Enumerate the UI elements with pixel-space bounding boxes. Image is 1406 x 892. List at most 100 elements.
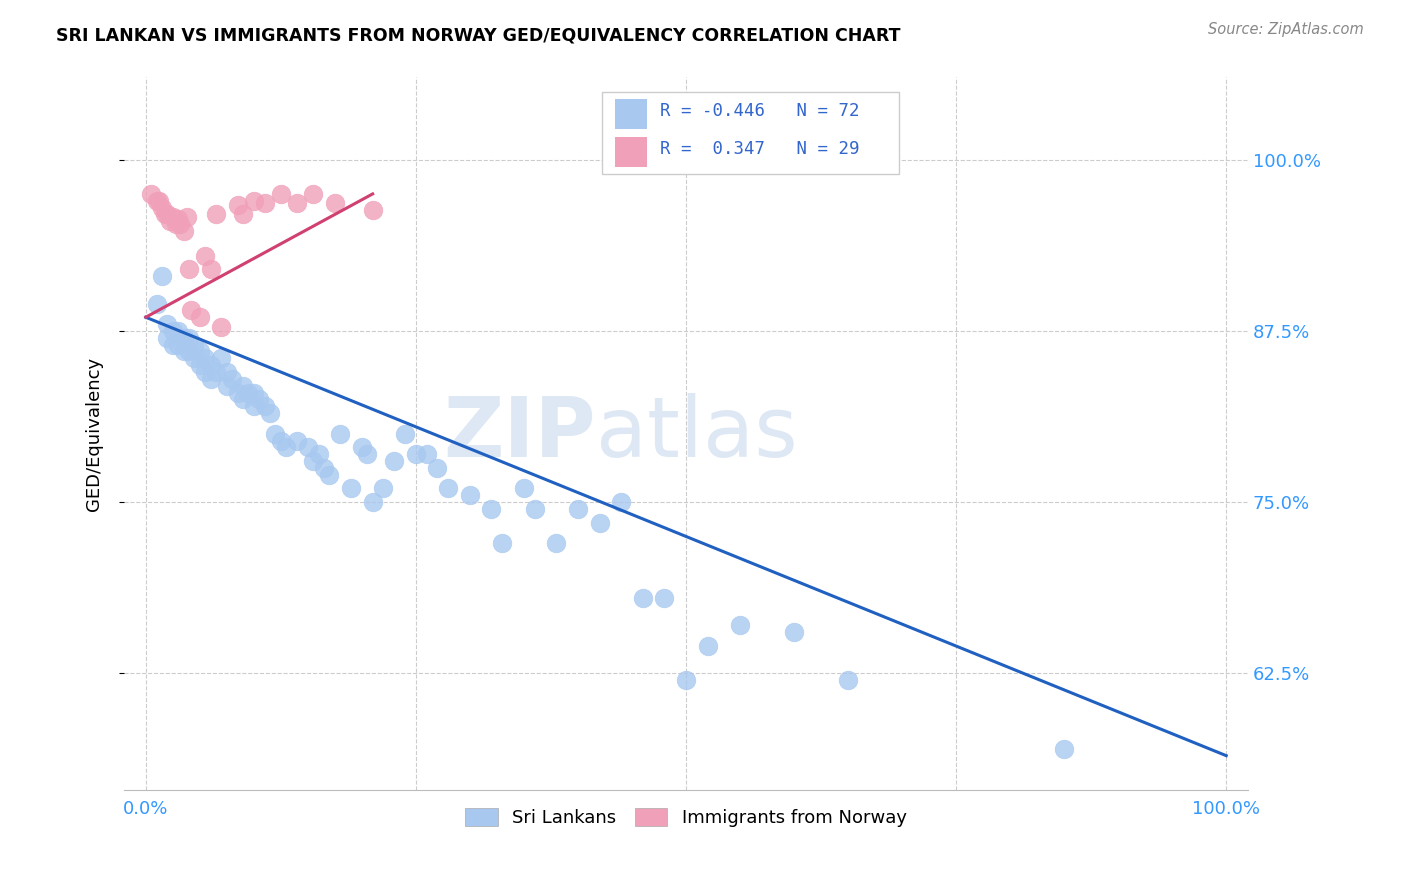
Point bbox=[215, 365, 238, 379]
Point bbox=[183, 351, 205, 366]
Point bbox=[188, 310, 211, 325]
Point bbox=[153, 207, 176, 221]
Point bbox=[264, 426, 287, 441]
Point bbox=[177, 262, 200, 277]
Point bbox=[675, 673, 697, 688]
Point bbox=[243, 194, 266, 208]
Point bbox=[523, 502, 546, 516]
Point bbox=[156, 331, 179, 345]
Point bbox=[156, 207, 179, 221]
Point bbox=[285, 196, 308, 211]
Point bbox=[162, 324, 184, 338]
Text: atlas: atlas bbox=[596, 393, 797, 475]
Point bbox=[253, 196, 276, 211]
Point bbox=[415, 447, 437, 461]
Text: R =  0.347   N = 29: R = 0.347 N = 29 bbox=[661, 140, 859, 158]
Point bbox=[247, 392, 270, 407]
FancyBboxPatch shape bbox=[616, 137, 647, 167]
Text: Source: ZipAtlas.com: Source: ZipAtlas.com bbox=[1208, 22, 1364, 37]
Point bbox=[1053, 741, 1076, 756]
Point bbox=[167, 211, 190, 226]
Point bbox=[373, 482, 395, 496]
Point bbox=[437, 482, 460, 496]
Point bbox=[200, 372, 222, 386]
Point bbox=[173, 224, 195, 238]
Point bbox=[458, 488, 481, 502]
Point bbox=[312, 461, 335, 475]
Point bbox=[837, 673, 859, 688]
Point bbox=[145, 194, 167, 208]
Point bbox=[177, 331, 200, 345]
Point bbox=[205, 207, 228, 221]
Point bbox=[148, 194, 170, 208]
Point bbox=[188, 344, 211, 359]
Point bbox=[205, 365, 228, 379]
Point bbox=[394, 426, 416, 441]
Point bbox=[194, 365, 217, 379]
Point bbox=[783, 625, 806, 640]
Point bbox=[243, 385, 266, 400]
Y-axis label: GED/Equivalency: GED/Equivalency bbox=[86, 357, 103, 511]
Point bbox=[194, 351, 217, 366]
Point bbox=[302, 186, 325, 201]
Point bbox=[145, 296, 167, 310]
Point bbox=[426, 461, 449, 475]
Point bbox=[194, 249, 217, 263]
Point bbox=[150, 269, 173, 284]
Point bbox=[481, 502, 503, 516]
Point bbox=[238, 385, 260, 400]
Point bbox=[270, 434, 292, 448]
Point bbox=[167, 337, 190, 351]
Point bbox=[276, 441, 298, 455]
Point bbox=[323, 196, 346, 211]
Point bbox=[253, 399, 276, 413]
Point bbox=[150, 201, 173, 215]
Point bbox=[610, 495, 633, 509]
Legend: Sri Lankans, Immigrants from Norway: Sri Lankans, Immigrants from Norway bbox=[458, 800, 914, 834]
Point bbox=[405, 447, 427, 461]
FancyBboxPatch shape bbox=[616, 99, 647, 128]
Point bbox=[200, 358, 222, 372]
Point bbox=[361, 203, 384, 218]
Point bbox=[183, 337, 205, 351]
Point bbox=[567, 502, 589, 516]
Point bbox=[350, 441, 373, 455]
Point bbox=[169, 217, 191, 231]
Point bbox=[243, 399, 266, 413]
Point bbox=[167, 324, 190, 338]
Text: R = -0.446   N = 72: R = -0.446 N = 72 bbox=[661, 102, 859, 120]
Point bbox=[631, 591, 654, 606]
Point bbox=[654, 591, 676, 606]
Point bbox=[180, 303, 202, 318]
FancyBboxPatch shape bbox=[602, 92, 900, 174]
Point bbox=[340, 482, 363, 496]
Point bbox=[226, 198, 249, 212]
Point bbox=[176, 210, 198, 224]
Point bbox=[221, 372, 243, 386]
Point bbox=[141, 186, 163, 201]
Point bbox=[382, 454, 405, 468]
Point bbox=[156, 317, 179, 331]
Point bbox=[232, 378, 254, 392]
Point bbox=[232, 392, 254, 407]
Point bbox=[232, 207, 254, 221]
Point bbox=[308, 447, 330, 461]
Text: SRI LANKAN VS IMMIGRANTS FROM NORWAY GED/EQUIVALENCY CORRELATION CHART: SRI LANKAN VS IMMIGRANTS FROM NORWAY GED… bbox=[56, 27, 901, 45]
Point bbox=[165, 217, 187, 231]
Point bbox=[270, 186, 292, 201]
Point bbox=[318, 467, 340, 482]
Point bbox=[696, 639, 718, 653]
Text: ZIP: ZIP bbox=[443, 393, 596, 475]
Point bbox=[200, 262, 222, 277]
Point bbox=[173, 331, 195, 345]
Point bbox=[162, 210, 184, 224]
Point bbox=[588, 516, 610, 530]
Point bbox=[226, 385, 249, 400]
Point bbox=[177, 344, 200, 359]
Point bbox=[356, 447, 378, 461]
Point bbox=[159, 214, 181, 228]
Point bbox=[361, 495, 384, 509]
Point bbox=[209, 351, 232, 366]
Point bbox=[215, 378, 238, 392]
Point bbox=[546, 536, 568, 550]
